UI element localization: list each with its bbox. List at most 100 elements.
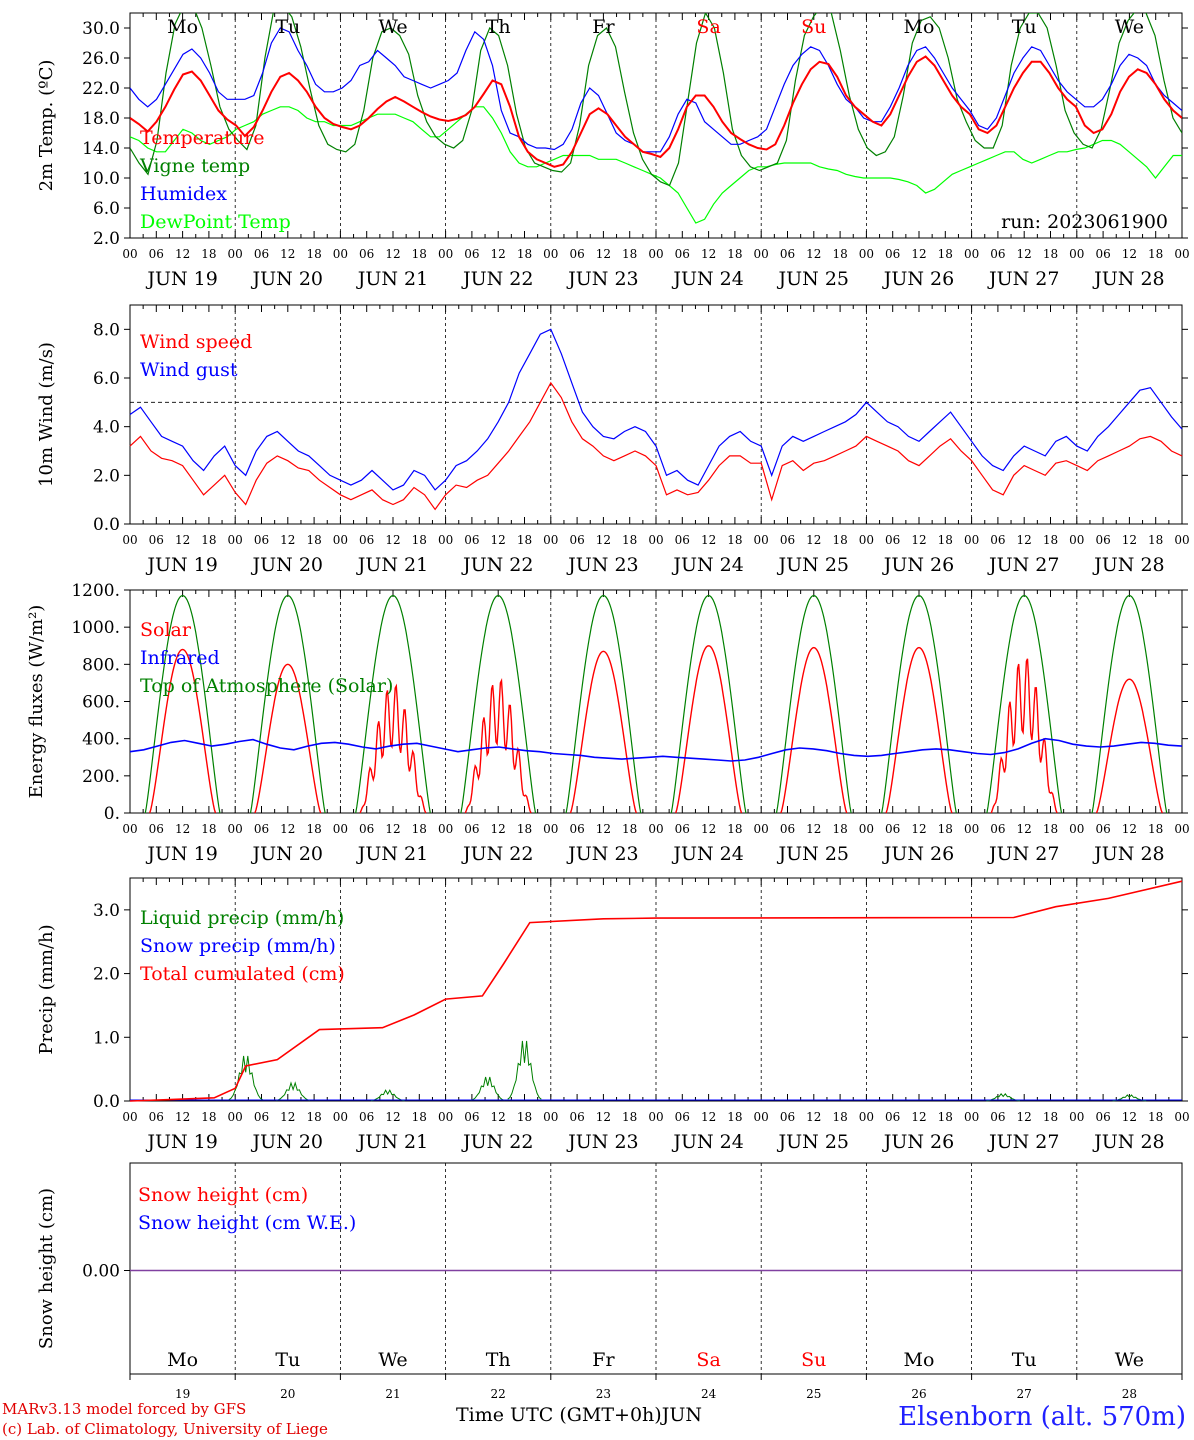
panel-2-y-axis: 0.0 2.0 4.0 6.0 8.0 10m Wind (m/s): [36, 320, 1188, 535]
hour-tick-label: 18: [412, 1110, 427, 1124]
y-tick-label: 400.: [82, 730, 120, 750]
hour-tick-label: 12: [596, 822, 611, 836]
hour-tick-label: 12: [280, 533, 295, 547]
panel-1-y-axis: 2.0 6.0 10.0 14.0 18.0 22.0 26.0 30.0 2m Temp. (…: [36, 19, 1188, 249]
day-number-label: 25: [806, 1387, 821, 1401]
hour-tick-label: 12: [1122, 822, 1137, 836]
plot-border: [129, 12, 1183, 239]
legend-entry: Wind speed: [140, 331, 252, 353]
hour-tick-label: 12: [385, 247, 400, 261]
hour-tick-label: 18: [1148, 247, 1163, 261]
date-label: JUN 21: [356, 554, 428, 576]
y-tick-label: 10.0: [82, 169, 120, 189]
hour-tick-label: 18: [832, 247, 847, 261]
series-wind-speed: [129, 381, 1183, 511]
weekday-label: Tu: [1012, 16, 1037, 38]
hour-tick-label: 18: [938, 822, 953, 836]
y-tick-label: 200.: [82, 767, 120, 787]
legend-entry: Humidex: [140, 183, 227, 205]
hour-tick-label: 06: [359, 533, 374, 547]
hour-tick-label: 12: [806, 1110, 821, 1124]
date-label: JUN 26: [882, 554, 954, 576]
hour-tick-label: 00: [333, 822, 348, 836]
precip-burst: [370, 1089, 405, 1102]
hour-tick-label: 06: [990, 247, 1005, 261]
y-axis-label: 2m Temp. (ºC): [36, 60, 57, 192]
hour-tick-label: 06: [990, 533, 1005, 547]
hour-tick-label: 00: [859, 822, 874, 836]
day-number-label: 24: [701, 1387, 717, 1401]
hour-tick-label: 06: [149, 822, 164, 836]
y-tick-label: 1000.: [71, 618, 120, 638]
weekday-label: Su: [801, 1349, 826, 1371]
hour-tick-label: 00: [543, 533, 558, 547]
date-label: JUN 26: [882, 268, 954, 290]
weekday-label: Sa: [696, 16, 720, 38]
hour-tick-label: 12: [1017, 247, 1032, 261]
hour-tick-label: 00: [228, 247, 243, 261]
hour-tick-label: 06: [464, 247, 479, 261]
hour-tick-label: 18: [201, 822, 216, 836]
y-tick-label: 26.0: [82, 49, 120, 69]
series-temperature: [130, 55, 1182, 168]
y-axis-label: 10m Wind (m/s): [36, 342, 57, 487]
hour-tick-label: 18: [306, 247, 321, 261]
panel-3-y-axis: 0. 200. 400. 600. 800. 1000. 1200. Energy fluxe…: [26, 581, 1188, 824]
hour-tick-label: 12: [596, 1110, 611, 1124]
credit-line-2: (c) Lab. of Climatology, University of L…: [2, 1420, 328, 1438]
hour-tick-label: 18: [938, 1110, 953, 1124]
panel-1-legend: Temperature Vigne temp Humidex DewPoint Tem…: [139, 127, 291, 233]
date-label: JUN 25: [777, 843, 849, 865]
hour-tick-label: 06: [254, 822, 269, 836]
weekday-label: Mo: [904, 16, 935, 38]
toa-day-curve: [775, 594, 852, 814]
solar-day-curve: [780, 646, 848, 814]
hour-tick-label: 18: [1148, 822, 1163, 836]
legend-entry: Total cumulated (cm): [140, 963, 345, 985]
hour-tick-label: 06: [885, 247, 900, 261]
hour-tick-label: 06: [359, 1110, 374, 1124]
hour-tick-label: 12: [491, 822, 506, 836]
hour-tick-label: 06: [464, 1110, 479, 1124]
hour-tick-label: 00: [333, 533, 348, 547]
legend-entry: Solar: [140, 619, 192, 641]
hour-tick-label: 06: [885, 1110, 900, 1124]
weekday-label: Su: [801, 16, 826, 38]
weekday-label: We: [378, 1349, 407, 1371]
hour-tick-label: 12: [280, 1110, 295, 1124]
hour-tick-label: 12: [1122, 247, 1137, 261]
date-label: JUN 26: [882, 843, 954, 865]
date-label: JUN 24: [671, 268, 743, 290]
hour-tick-label: 06: [990, 822, 1005, 836]
y-tick-label: 2.0: [93, 229, 120, 249]
hour-tick-label: 06: [1095, 1110, 1110, 1124]
date-labels: JUN 19 JUN 20 JUN 21 JUN 22 JUN 23 JUN 24 JUN …: [145, 554, 1164, 576]
legend-entry: Infrared: [140, 647, 220, 669]
y-tick-label: 2.0: [93, 965, 120, 985]
y-tick-label: 1200.: [71, 581, 120, 601]
series-liquid-precip: [228, 1040, 1147, 1102]
toa-day-curve: [565, 594, 642, 814]
hour-tick-label: 18: [517, 1110, 532, 1124]
solar-day-curve: [990, 658, 1058, 814]
hour-tick-label: 18: [306, 533, 321, 547]
hour-tick-label: 12: [911, 533, 926, 547]
panel-1-series: [130, 13, 1182, 224]
x-axis-label: Time UTC (GMT+0h): [456, 1404, 662, 1426]
date-label: JUN 22: [461, 268, 533, 290]
hour-tick-label: 00: [754, 1110, 769, 1124]
hour-labels: 00 06 12 18 00 06 12 18 00 06 12 18 00 06 12 18 00 06 12 18…: [122, 533, 1189, 547]
hour-tick-label: 18: [832, 533, 847, 547]
hour-tick-label: 12: [701, 533, 716, 547]
hour-tick-label: 06: [254, 1110, 269, 1124]
hour-tick-label: 06: [675, 533, 690, 547]
hour-tick-label: 00: [859, 1110, 874, 1124]
panel-4-legend: Liquid precip (mm/h) Snow precip (mm/h) To…: [140, 907, 345, 985]
panel-1-frame: 00 06 12 18 00 06 12 18 00 06 12 18 00 06 12 18 00 06 12 18…: [122, 12, 1190, 290]
weekday-label: Fr: [592, 16, 615, 38]
hour-tick-label: 00: [648, 1110, 663, 1124]
day-number-label: 21: [385, 1387, 400, 1401]
y-tick-label: 0.0: [93, 1092, 120, 1112]
date-label: JUN 27: [987, 1131, 1059, 1153]
series-total-cumulated: [129, 880, 1183, 1102]
